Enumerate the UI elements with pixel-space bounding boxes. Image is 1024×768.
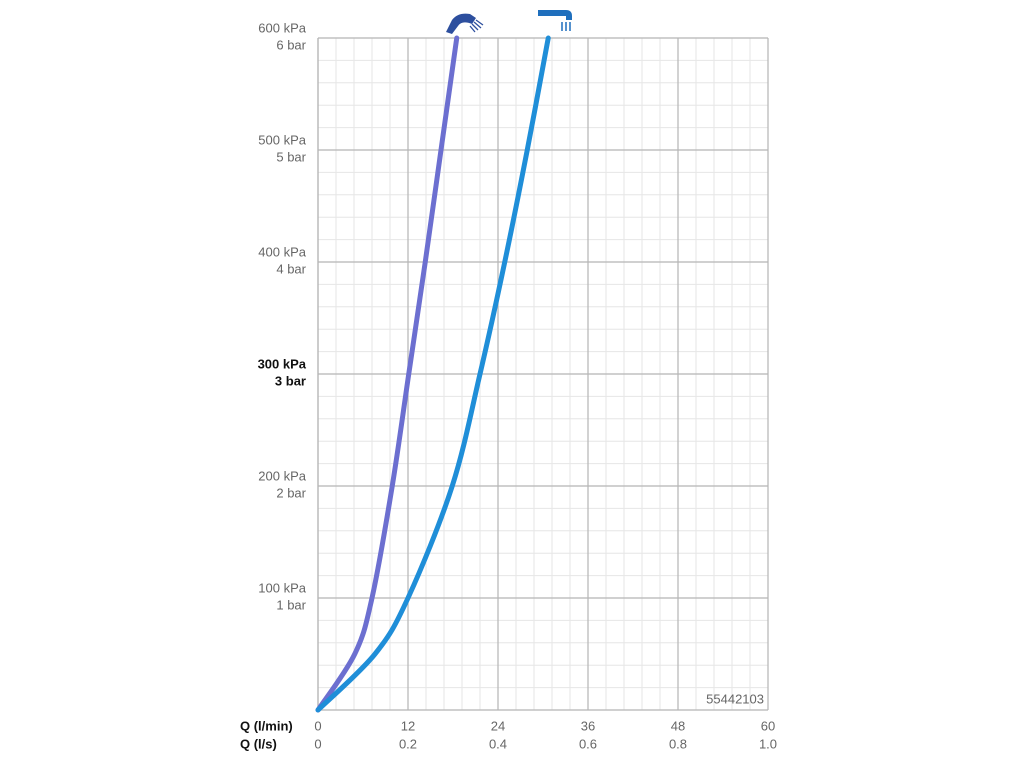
x2-axis-label: Q (l/s) xyxy=(240,736,277,751)
x2-tick-label: 0.6 xyxy=(579,736,597,751)
y-tick-label: 100 kPa xyxy=(258,580,306,595)
annotation: 55442103 xyxy=(706,691,764,706)
y2-tick-label: 1 bar xyxy=(276,597,306,612)
y-tick-label: 500 kPa xyxy=(258,132,306,147)
curve xyxy=(315,35,460,713)
x2-tick-label: 0.4 xyxy=(489,736,507,751)
y2-tick-label: 4 bar xyxy=(276,261,306,276)
x-tick-label: 36 xyxy=(581,718,595,733)
grid xyxy=(317,37,769,711)
overhead-shower-icon xyxy=(538,10,572,31)
x2-tick-label: 0 xyxy=(314,736,321,751)
x-tick-label: 48 xyxy=(671,718,685,733)
x-tick-label: 60 xyxy=(761,718,775,733)
x2-tick-label: 0.2 xyxy=(399,736,417,751)
x-axis-label: Q (l/min) xyxy=(240,718,293,733)
y2-tick-label: 2 bar xyxy=(276,485,306,500)
x2-tick-label: 0.8 xyxy=(669,736,687,751)
x-tick-label: 0 xyxy=(314,718,321,733)
y-tick-label: 300 kPa xyxy=(258,356,307,371)
y-tick-label: 600 kPa xyxy=(258,20,306,35)
y2-tick-label: 5 bar xyxy=(276,149,306,164)
curve xyxy=(315,35,551,713)
x-tick-label: 24 xyxy=(491,718,505,733)
hand-shower-icon xyxy=(446,13,484,34)
x2-tick-label: 1.0 xyxy=(759,736,777,751)
y2-tick-label: 6 bar xyxy=(276,37,306,52)
y-tick-label: 400 kPa xyxy=(258,244,306,259)
y2-tick-label: 3 bar xyxy=(275,373,306,388)
x-tick-label: 12 xyxy=(401,718,415,733)
y-tick-label: 200 kPa xyxy=(258,468,306,483)
